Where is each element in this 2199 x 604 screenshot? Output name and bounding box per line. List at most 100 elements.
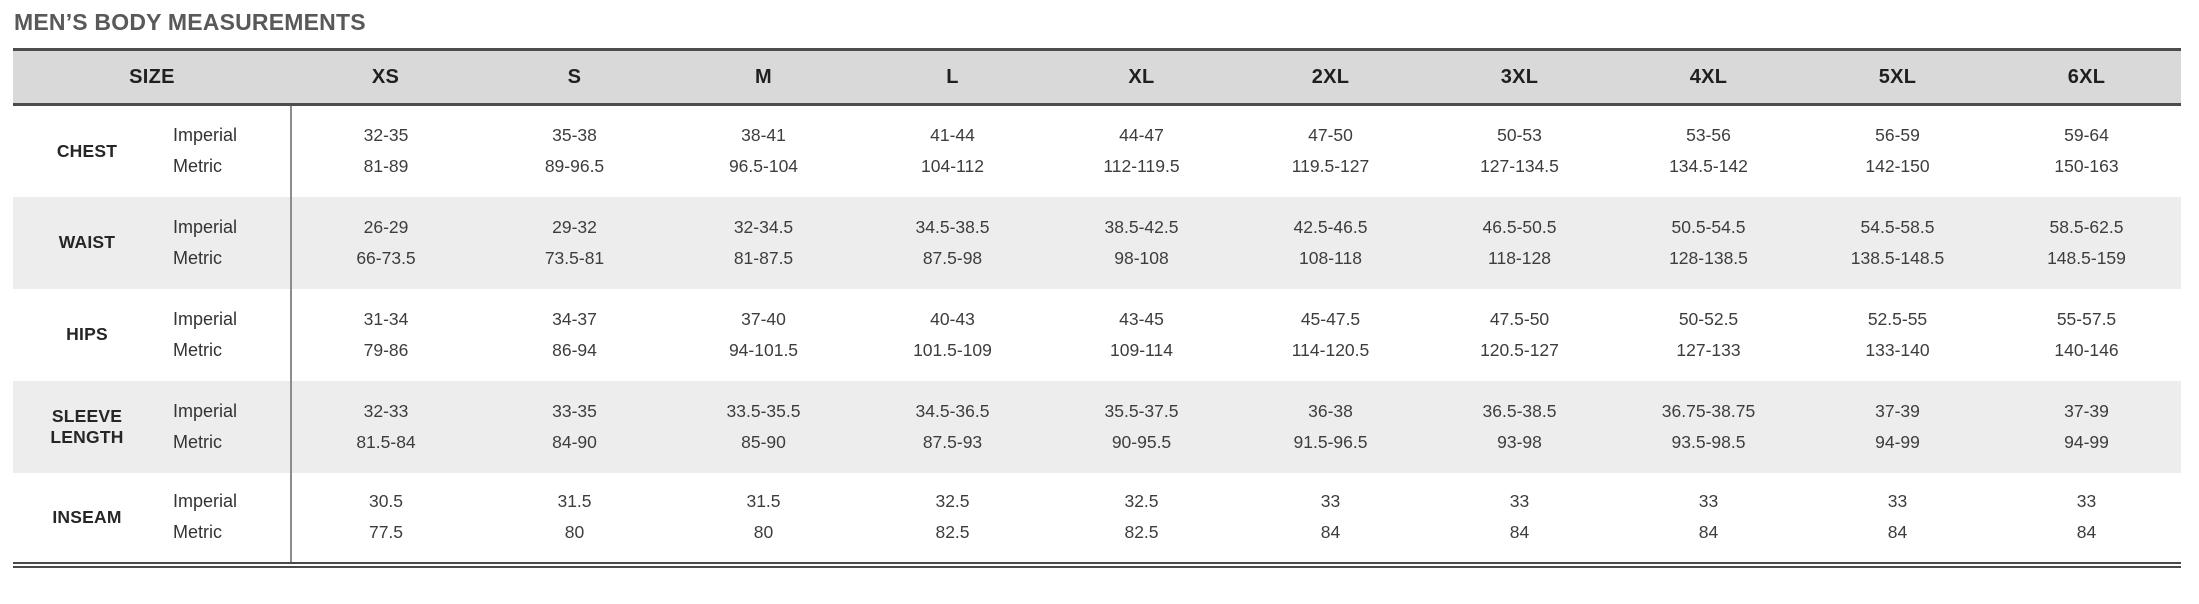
- metric-value: 84: [1887, 522, 1908, 542]
- unit-labels-cell: Imperial Metric: [161, 288, 292, 381]
- imperial-value: 33: [1887, 491, 1908, 511]
- metric-value: 81-89: [363, 156, 409, 177]
- measurement-row: WAIST Imperial Metric 26-29 66-73.5 29-32 73.5…: [13, 196, 2181, 289]
- metric-value: 104-112: [921, 156, 984, 177]
- unit-labels-cell: Imperial Metric: [161, 196, 292, 289]
- value-cell: 47-50 119.5-127: [1236, 105, 1425, 197]
- value-cell: 33 84: [1803, 472, 1992, 568]
- metric-value: 93-98: [1497, 431, 1542, 452]
- metric-value: 118-128: [1488, 247, 1551, 268]
- value-cell: 36-38 91.5-96.5: [1236, 380, 1425, 473]
- value-cell: 41-44 104-112: [858, 105, 1047, 197]
- value-cell: 32.5 82.5: [1047, 472, 1236, 568]
- value-cell: 46.5-50.5 118-128: [1425, 196, 1614, 289]
- metric-value: 86-94: [552, 339, 597, 360]
- column-header-xl: XL: [1047, 48, 1236, 106]
- imperial-value: 32-35: [363, 125, 409, 146]
- measurement-row: HIPS Imperial Metric 31-34 79-86 34-37 86-94 37…: [13, 288, 2181, 381]
- imperial-value: 33-35: [552, 400, 597, 421]
- unit-label: Imperial: [173, 400, 238, 421]
- metric-value: 150-163: [2054, 156, 2119, 177]
- metric-value: 93.5-98.5: [1671, 431, 1746, 452]
- value-cell: 33 84: [1614, 472, 1803, 568]
- metric-value: 80: [753, 522, 774, 542]
- value-cell: 33 84: [1236, 472, 1425, 568]
- metric-value: 101.5-109: [913, 339, 992, 360]
- metric-value: 80: [564, 522, 585, 542]
- imperial-value: 37-39: [2064, 400, 2109, 421]
- table-header: SIZE XS S M L XL 2XL 3XL 4XL 5XL 6XL: [13, 48, 2181, 106]
- metric-value: 73.5-81: [544, 247, 605, 268]
- column-header-3xl: 3XL: [1425, 48, 1614, 106]
- row-label-cell: HIPS: [13, 289, 161, 381]
- unit-label: Imperial: [173, 491, 238, 511]
- value-cell: 55-57.5 140-146: [1992, 289, 2181, 381]
- imperial-value: 36-38: [1308, 400, 1353, 421]
- unit-label: Imperial: [173, 125, 238, 146]
- metric-value: 108-118: [1299, 247, 1362, 268]
- unit-labels-cell: Imperial Metric: [161, 380, 292, 473]
- value-cell: 56-59 142-150: [1803, 105, 1992, 197]
- imperial-value: 56-59: [1875, 125, 1920, 146]
- metric-value: 79-86: [363, 339, 409, 360]
- metric-value: 94-101.5: [728, 339, 799, 360]
- imperial-value: 34-37: [552, 308, 597, 329]
- value-cell: 50-52.5 127-133: [1614, 289, 1803, 381]
- imperial-value: 37-40: [741, 308, 786, 329]
- value-cell: 45-47.5 114-120.5: [1236, 289, 1425, 381]
- metric-value: 94-99: [1875, 431, 1920, 452]
- metric-value: 82.5: [1124, 522, 1159, 542]
- row-label-cell: WAIST: [13, 196, 161, 289]
- imperial-value: 32-34.5: [733, 216, 794, 237]
- value-cell: 33 84: [1992, 472, 2181, 568]
- imperial-value: 29-32: [552, 216, 597, 237]
- imperial-value: 31.5: [557, 491, 592, 511]
- value-cell: 36.5-38.5 93-98: [1425, 380, 1614, 473]
- imperial-value: 50-52.5: [1678, 308, 1739, 329]
- imperial-value: 31-34: [363, 308, 409, 329]
- metric-value: 148.5-159: [2047, 247, 2126, 268]
- metric-value: 128-138.5: [1669, 247, 1748, 268]
- value-cell: 33.5-35.5 85-90: [669, 380, 858, 473]
- imperial-value: 44-47: [1119, 125, 1164, 146]
- column-header-xs: XS: [291, 48, 480, 106]
- unit-label: Metric: [173, 247, 222, 268]
- metric-value: 77.5: [368, 522, 404, 542]
- unit-label: Imperial: [173, 216, 238, 237]
- imperial-value: 53-56: [1686, 125, 1731, 146]
- column-header-size: SIZE: [13, 48, 291, 106]
- imperial-value: 50.5-54.5: [1671, 216, 1746, 237]
- row-label: CHEST: [56, 140, 118, 161]
- unit-label: Metric: [173, 339, 222, 360]
- value-cell: 32-35 81-89: [291, 105, 480, 197]
- measurements-table: SIZE XS S M L XL 2XL 3XL 4XL 5XL 6XL CHEST Imperia…: [13, 48, 2181, 568]
- imperial-value: 32.5: [1124, 491, 1159, 511]
- metric-value: 90-95.5: [1111, 431, 1172, 452]
- imperial-value: 35.5-37.5: [1104, 400, 1179, 421]
- value-cell: 35.5-37.5 90-95.5: [1047, 380, 1236, 473]
- metric-value: 87.5-93: [922, 431, 983, 452]
- measurement-row: SLEEVE LENGTH Imperial Metric 32-33 81.5-84 3…: [13, 380, 2181, 473]
- row-label-cell: SLEEVE LENGTH: [13, 380, 161, 473]
- value-cell: 32.5 82.5: [858, 472, 1047, 568]
- value-cell: 36.75-38.75 93.5-98.5: [1614, 380, 1803, 473]
- metric-value: 84-90: [552, 431, 597, 452]
- column-header-5xl: 5XL: [1803, 48, 1992, 106]
- row-label: WAIST: [58, 232, 116, 252]
- unit-label: Imperial: [173, 308, 238, 329]
- value-cell: 26-29 66-73.5: [291, 196, 480, 289]
- value-cell: 54.5-58.5 138.5-148.5: [1803, 196, 1992, 289]
- metric-value: 114-120.5: [1291, 339, 1370, 360]
- metric-value: 91.5-96.5: [1293, 431, 1368, 452]
- metric-value: 112-119.5: [1103, 156, 1180, 177]
- row-label: INSEAM: [52, 506, 122, 527]
- metric-value: 120.5-127: [1480, 339, 1559, 360]
- imperial-value: 59-64: [2064, 125, 2109, 146]
- value-cell: 38-41 96.5-104: [669, 105, 858, 197]
- imperial-value: 46.5-50.5: [1482, 216, 1557, 237]
- imperial-value: 35-38: [552, 125, 597, 146]
- metric-value: 133-140: [1865, 339, 1930, 360]
- value-cell: 29-32 73.5-81: [480, 196, 669, 289]
- metric-value: 96.5-104: [728, 156, 799, 177]
